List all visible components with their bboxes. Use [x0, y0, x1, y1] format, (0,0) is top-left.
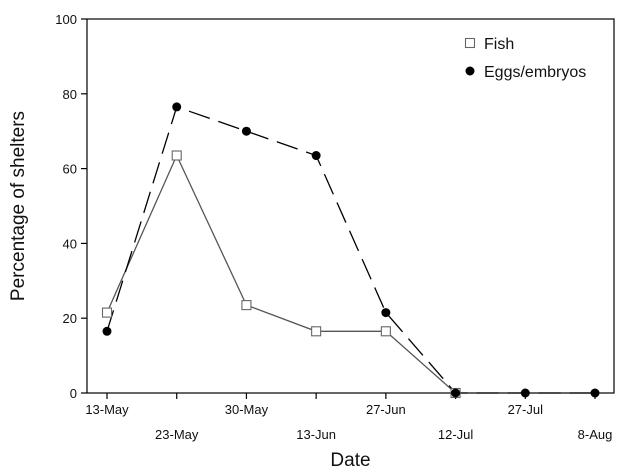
x-tick-label: 13-May: [85, 402, 129, 417]
x-tick-label: 30-May: [225, 402, 269, 417]
axes: [86, 18, 615, 394]
eggs-data-point: [311, 151, 321, 161]
x-tick-label: 12-Jul: [438, 427, 474, 442]
series-line-0: [106, 153, 457, 394]
y-axis-ticks: 0 20 40 60 80 100: [55, 12, 87, 401]
x-tick-label: 27-Jul: [508, 402, 544, 417]
series-line-1: [106, 106, 595, 394]
y-tick-label: 80: [63, 87, 77, 102]
y-tick-label: 0: [70, 386, 77, 401]
legend: Fish Eggs/embryos: [464, 36, 586, 81]
x-axis-ticks: 13-May 23-May 30-May 13-Jun 27-Jun 12-Jul 27-J…: [85, 393, 612, 442]
eggs-data-point: [102, 326, 112, 336]
plot-frame: [86, 18, 615, 394]
x-tick-label: 8-Aug: [578, 427, 613, 442]
y-tick-label: 60: [63, 162, 77, 177]
fish-data-point: [171, 150, 182, 161]
x-tick-label: 13-Jun: [296, 427, 336, 442]
legend-label: Eggs/embryos: [484, 64, 586, 81]
y-tick-label: 20: [63, 311, 77, 326]
legend-marker-fish: [464, 37, 476, 49]
eggs-data-point: [520, 388, 530, 398]
eggs-data-point: [451, 388, 461, 398]
series-lines: [106, 106, 595, 394]
y-axis-title: Percentage of shelters: [8, 111, 29, 301]
fish-data-point: [101, 307, 113, 318]
x-tick-label: 23-May: [155, 427, 199, 442]
legend-marker-eggs: [465, 66, 475, 76]
y-tick-label: 100: [55, 12, 77, 27]
eggs-data-point: [381, 308, 391, 318]
fish-data-point: [380, 326, 391, 337]
legend-label: Fish: [484, 36, 514, 53]
series-markers: [101, 102, 600, 399]
eggs-data-point: [241, 126, 251, 136]
y-tick-label: 40: [63, 236, 77, 251]
fish-data-point: [241, 300, 252, 311]
eggs-data-point: [590, 388, 600, 398]
x-axis-title: Date: [330, 450, 370, 471]
fish-data-point: [311, 326, 322, 337]
x-tick-label: 27-Jun: [366, 402, 406, 417]
eggs-data-point: [172, 102, 182, 112]
